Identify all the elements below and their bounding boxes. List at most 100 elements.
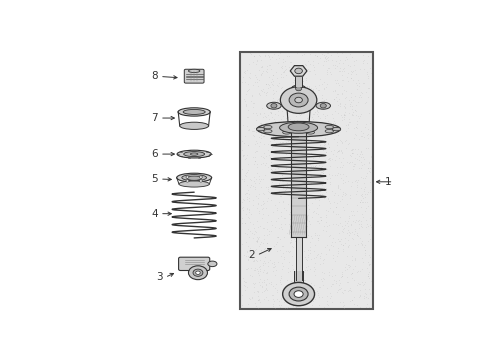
Point [255,264,263,270]
Point [298,129,306,135]
Point [298,138,306,144]
Point [364,53,372,59]
Point [248,110,256,116]
Point [343,253,351,259]
Point [273,205,281,211]
Point [340,229,347,234]
Point [286,216,294,222]
Point [323,298,331,304]
Point [344,121,352,127]
Point [362,184,369,190]
Point [263,69,271,75]
Point [365,159,372,165]
Point [346,103,354,109]
Point [365,270,373,275]
Point [322,212,330,218]
Point [359,130,367,136]
Point [255,77,263,82]
Point [302,75,310,81]
Ellipse shape [182,175,206,181]
Point [264,164,271,170]
Point [343,122,350,127]
Point [298,152,306,157]
Point [341,112,349,118]
Point [325,66,333,71]
Point [294,93,302,98]
Point [242,173,250,179]
Point [283,277,291,283]
Point [307,139,315,144]
Point [320,104,328,109]
Ellipse shape [283,124,291,127]
Point [275,80,283,86]
Point [299,153,307,159]
Point [275,225,283,231]
Point [253,140,261,145]
Point [275,237,283,242]
Point [342,94,350,100]
Point [279,96,287,102]
Point [355,225,363,230]
Point [356,113,364,119]
Point [291,193,298,199]
Point [324,208,332,214]
Point [366,179,374,185]
Point [304,247,312,253]
Point [348,106,356,112]
Point [289,67,297,73]
Point [286,59,294,65]
Point [272,207,280,212]
Point [295,112,303,118]
Point [285,149,293,154]
Point [348,179,356,184]
Point [322,58,330,63]
Point [264,246,271,252]
Point [270,298,278,304]
Point [303,171,311,176]
Point [364,203,372,209]
Point [321,116,329,121]
Point [252,303,260,309]
Point [309,298,317,304]
Point [263,66,271,72]
Point [301,61,309,67]
Point [343,129,350,134]
Point [312,104,319,110]
Point [276,178,284,184]
Point [345,119,353,125]
Point [298,140,306,145]
Point [245,209,253,215]
Point [277,282,285,287]
Point [245,191,253,197]
Point [260,277,268,283]
Point [246,176,254,182]
Ellipse shape [257,122,341,137]
Point [338,269,345,275]
Point [273,96,281,102]
Point [314,235,322,241]
Point [248,92,256,98]
Point [251,180,259,185]
Point [296,219,304,225]
Point [269,125,276,131]
Point [278,172,286,178]
Point [328,273,336,279]
Point [277,302,285,308]
Point [323,166,331,172]
Point [318,105,325,111]
Point [251,280,259,286]
Point [352,247,360,253]
Point [300,98,308,104]
Point [251,149,259,155]
Point [259,114,267,120]
Point [348,159,356,165]
Point [318,62,326,68]
Point [354,234,362,239]
Point [320,54,328,60]
Point [273,289,281,294]
Point [351,107,359,113]
Point [337,100,344,106]
Point [259,133,267,139]
Point [261,172,269,178]
Point [334,80,342,86]
